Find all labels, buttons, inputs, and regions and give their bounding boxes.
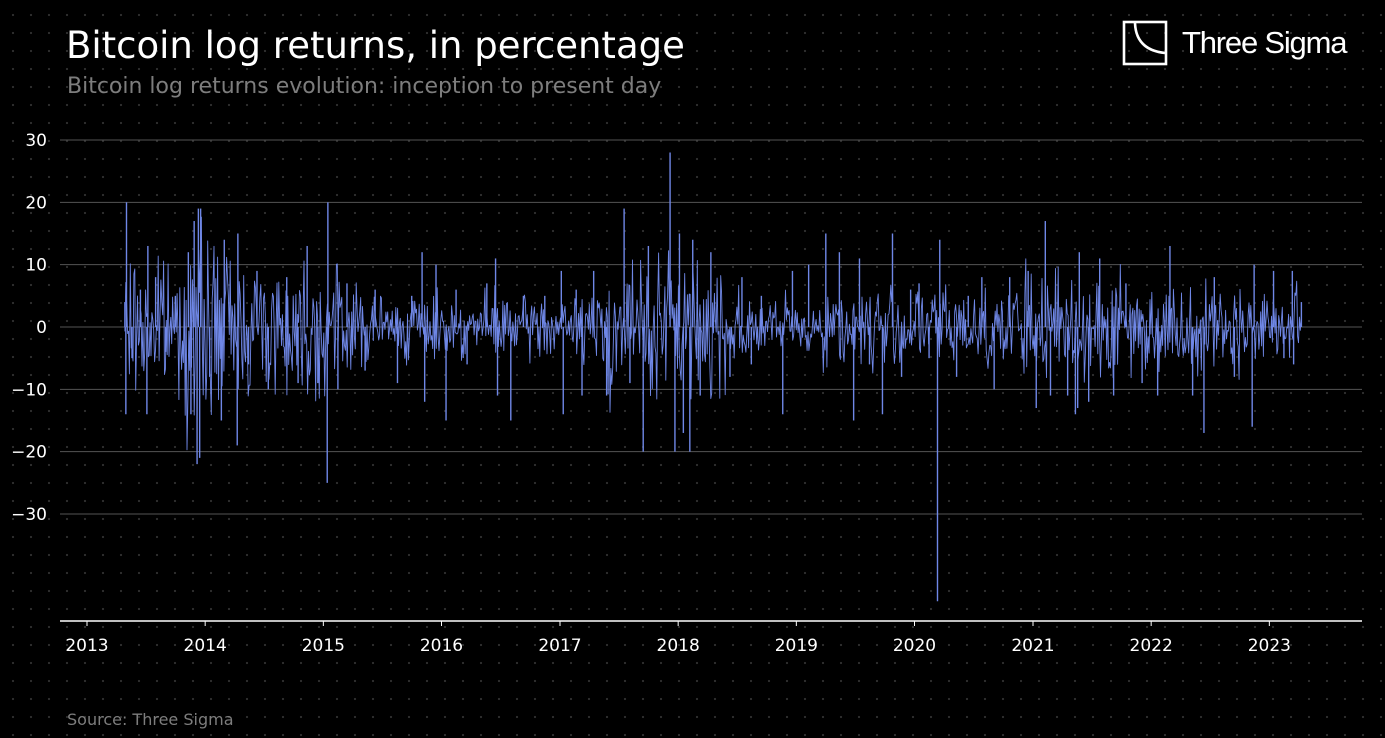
chart-title: Bitcoin log returns, in percentage — [66, 24, 685, 67]
x-tick-label: 2013 — [65, 636, 108, 656]
y-tick-label: −10 — [11, 380, 47, 400]
x-tick-label: 2015 — [302, 636, 345, 656]
y-tick-label: 20 — [25, 193, 47, 213]
y-axis-ticks: 30 20 10 0 −10 −20 −30 — [11, 131, 47, 525]
gridlines — [60, 139, 1362, 622]
x-tick-label: 2016 — [420, 636, 463, 656]
x-tick-label: 2021 — [1011, 636, 1054, 656]
series-line — [124, 216, 1302, 451]
source-note: Source: Three Sigma — [67, 710, 234, 729]
x-tick-label: 2018 — [657, 636, 700, 656]
x-tick-label: 2017 — [538, 636, 581, 656]
x-tick-label: 2019 — [775, 636, 818, 656]
x-tick-label: 2020 — [893, 636, 936, 656]
chart-subtitle: Bitcoin log returns evolution: inception… — [67, 74, 662, 99]
x-tick-label: 2023 — [1248, 636, 1291, 656]
y-tick-label: −30 — [11, 505, 47, 525]
series-layer — [124, 152, 1303, 602]
three-sigma-logo-icon — [1122, 20, 1168, 66]
y-tick-label: 10 — [25, 256, 47, 276]
brand-name: Three Sigma — [1182, 25, 1347, 60]
y-tick-label: −20 — [11, 443, 47, 463]
brand-logo: Three Sigma — [1122, 20, 1347, 66]
y-tick-label: 30 — [25, 131, 47, 151]
x-axis-ticks: 2013 2014 2015 2016 2017 2018 2019 2020 2021 2022… — [65, 621, 1291, 656]
x-tick-label: 2022 — [1130, 636, 1173, 656]
x-tick-label: 2014 — [184, 636, 227, 656]
y-tick-label: 0 — [36, 318, 47, 338]
